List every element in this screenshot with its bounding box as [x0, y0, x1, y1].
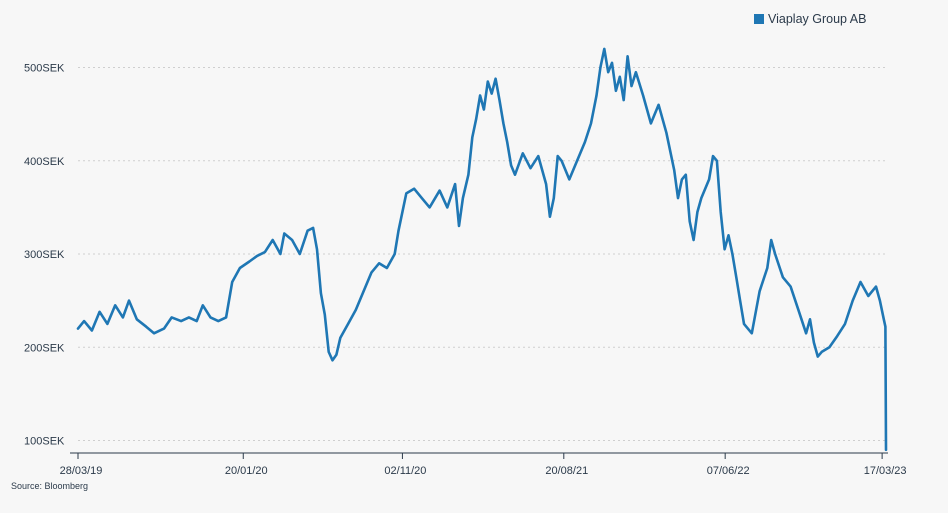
series-line-viaplay[interactable]	[76, 47, 888, 452]
y-tick-label: 500SEK	[24, 63, 65, 75]
y-tick-label: 100SEK	[24, 436, 65, 448]
y-tick-label: 200SEK	[24, 342, 65, 354]
legend-swatch	[754, 14, 764, 24]
source-note: Source: Bloomberg	[11, 481, 89, 491]
y-tick-label: 300SEK	[24, 249, 65, 261]
legend[interactable]: Viaplay Group AB	[754, 12, 866, 26]
gridlines	[78, 67, 888, 441]
series-layer	[76, 47, 888, 452]
x-tick-label: 20/08/21	[545, 465, 588, 477]
x-tick-label: 28/03/19	[60, 465, 103, 477]
x-tick-label: 20/01/20	[225, 465, 268, 477]
legend-label: Viaplay Group AB	[768, 12, 867, 26]
y-axis: 100SEK 200SEK 300SEK 400SEK 500SEK	[24, 63, 65, 448]
x-tick-label: 02/11/20	[384, 465, 426, 477]
y-tick-label: 400SEK	[24, 156, 65, 168]
x-tick-label: 17/03/23	[864, 465, 907, 477]
x-axis: 28/03/19 20/01/20 02/11/20 20/08/21 07/06/22…	[60, 452, 907, 477]
x-tick-label: 07/06/22	[707, 465, 750, 477]
